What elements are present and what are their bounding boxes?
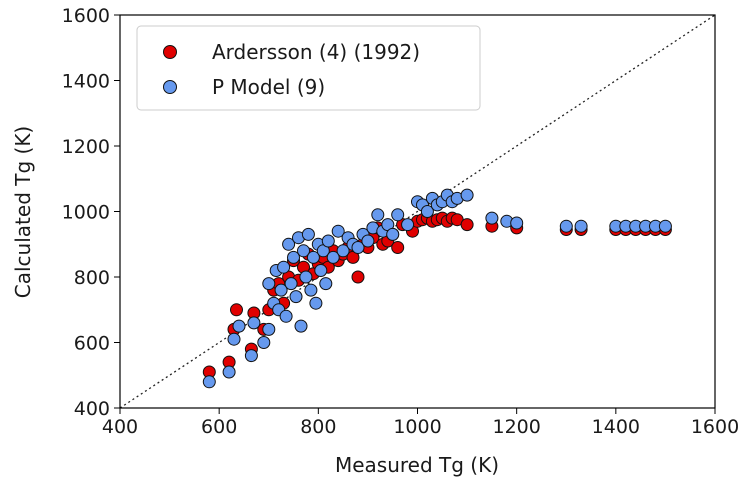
data-point-p-model (559, 219, 573, 233)
legend-label-ardersson: Ardersson (4) (1992) (212, 40, 420, 64)
y-axis: 400 600 800 1000 1200 1400 1600 Calculated Tg … (11, 5, 120, 420)
y-axis-title: Calculated Tg (K) (11, 126, 35, 298)
data-point-p-model (262, 322, 276, 336)
data-point-p-model (289, 290, 303, 304)
data-points-layer (202, 188, 672, 389)
x-axis-ticks: 400 600 800 1000 1200 1400 1600 (102, 408, 739, 438)
y-tick-label: 1000 (62, 202, 110, 224)
data-point-p-model (336, 244, 350, 258)
data-point-p-model (361, 234, 375, 248)
y-tick-label: 800 (74, 267, 110, 289)
data-point-p-model (401, 218, 415, 232)
y-tick-label: 1200 (62, 136, 110, 158)
identity-reference-line (119, 14, 716, 409)
data-point-p-model (282, 237, 296, 251)
y-axis-ticks: 400 600 800 1000 1200 1400 1600 (62, 5, 120, 420)
legend: Ardersson (4) (1992) P Model (9) (136, 25, 481, 111)
data-point-p-model (391, 208, 405, 222)
x-tick-label: 400 (102, 416, 138, 438)
x-tick-label: 1000 (393, 416, 441, 438)
data-point-p-model (301, 227, 315, 241)
data-point-p-model (351, 241, 365, 254)
x-tick-label: 1600 (691, 416, 739, 438)
legend-marker-p-model (163, 80, 177, 94)
data-point-p-model (222, 365, 236, 379)
y-tick-label: 1400 (62, 71, 110, 93)
data-point-p-model (279, 309, 293, 323)
data-point-p-model (299, 270, 313, 284)
data-point-p-model (274, 283, 288, 297)
data-point-p-model (321, 234, 335, 248)
data-point-p-model (371, 208, 385, 222)
data-point-p-model (331, 224, 345, 238)
y-tick-label: 1600 (62, 5, 110, 27)
data-point-p-model (510, 216, 524, 230)
y-tick-label: 600 (74, 333, 110, 355)
data-point-p-model (287, 250, 300, 264)
series-p-model (202, 188, 672, 389)
data-point-p-model (574, 219, 588, 233)
data-point-p-model (314, 264, 328, 277)
data-point-p-model (244, 349, 258, 363)
data-point-p-model (202, 375, 216, 389)
x-axis-title: Measured Tg (K) (335, 453, 499, 477)
data-point-p-model (326, 250, 340, 264)
data-point-p-model (262, 277, 276, 291)
data-point-ardersson (460, 218, 474, 232)
data-point-p-model (294, 319, 308, 333)
data-point-p-model (304, 283, 318, 297)
data-point-ardersson (391, 241, 405, 254)
data-point-p-model (247, 316, 261, 330)
data-point-p-model (460, 188, 474, 202)
data-point-p-model (420, 205, 434, 218)
x-tick-label: 1200 (492, 416, 540, 438)
x-tick-label: 800 (300, 416, 336, 438)
data-point-ardersson (351, 270, 365, 284)
data-point-p-model (485, 211, 499, 225)
data-point-p-model (257, 336, 271, 349)
data-point-p-model (232, 319, 246, 333)
data-point-p-model (658, 219, 672, 233)
data-point-p-model (319, 277, 333, 291)
legend-label-p-model: P Model (9) (212, 75, 325, 99)
data-point-p-model (297, 244, 310, 258)
legend-marker-ardersson (163, 45, 177, 59)
y-tick-label: 400 (74, 398, 110, 420)
data-point-p-model (309, 296, 323, 310)
data-point-p-model (284, 277, 298, 291)
data-point-p-model (386, 227, 400, 241)
legend-box (136, 25, 481, 111)
data-point-ardersson (230, 303, 243, 317)
data-point-p-model (306, 250, 320, 264)
data-point-p-model (277, 260, 291, 274)
x-axis: 400 600 800 1000 1200 1400 1600 Measured Tg (K… (102, 408, 739, 477)
x-tick-label: 1400 (592, 416, 640, 438)
x-tick-label: 600 (201, 416, 237, 438)
data-point-p-model (227, 332, 241, 346)
